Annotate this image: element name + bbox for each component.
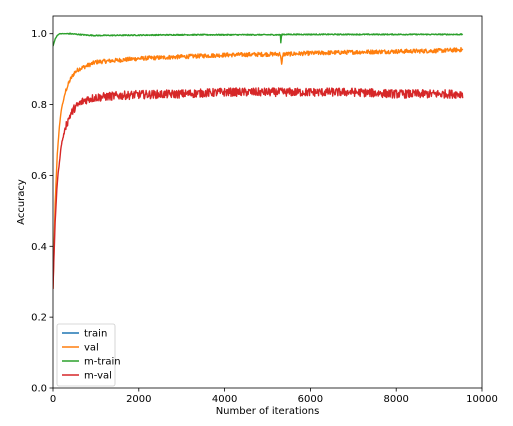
x-axis-label: Number of iterations [216,406,320,417]
series-line-m-train [53,32,464,47]
legend-label-m-val: m-val [84,371,112,382]
series-line-val [53,47,464,289]
legend-label-m-train: m-train [84,357,121,368]
x-tick-label: 2000 [126,394,151,405]
y-tick-label: 0.0 [31,384,47,395]
y-axis-label: Accuracy [16,179,27,225]
axes-frame [52,15,483,389]
legend-box [56,323,116,387]
series-line-m-val [53,87,464,289]
y-tick-label: 1.0 [31,29,47,40]
x-tick-label: 0 [50,394,56,405]
axes-layer: 0 2000 4000 6000 8000 10000 0.0 0.2 0.4 0.6 0.8 1.0 [31,15,498,405]
x-tick-label: 8000 [383,394,408,405]
y-tick-label: 0.4 [31,242,47,253]
legend: train val m-train m-val [56,323,121,387]
y-tick-label: 0.6 [31,171,47,182]
legend-label-train: train [84,329,107,340]
series-layer [53,32,464,289]
x-tick-label: 10000 [466,394,498,405]
legend-label-val: val [84,343,99,354]
y-tick-label: 0.2 [31,313,47,324]
x-tick-label: 6000 [298,394,323,405]
x-tick-label: 4000 [212,394,237,405]
y-tick-label: 0.8 [31,100,47,111]
